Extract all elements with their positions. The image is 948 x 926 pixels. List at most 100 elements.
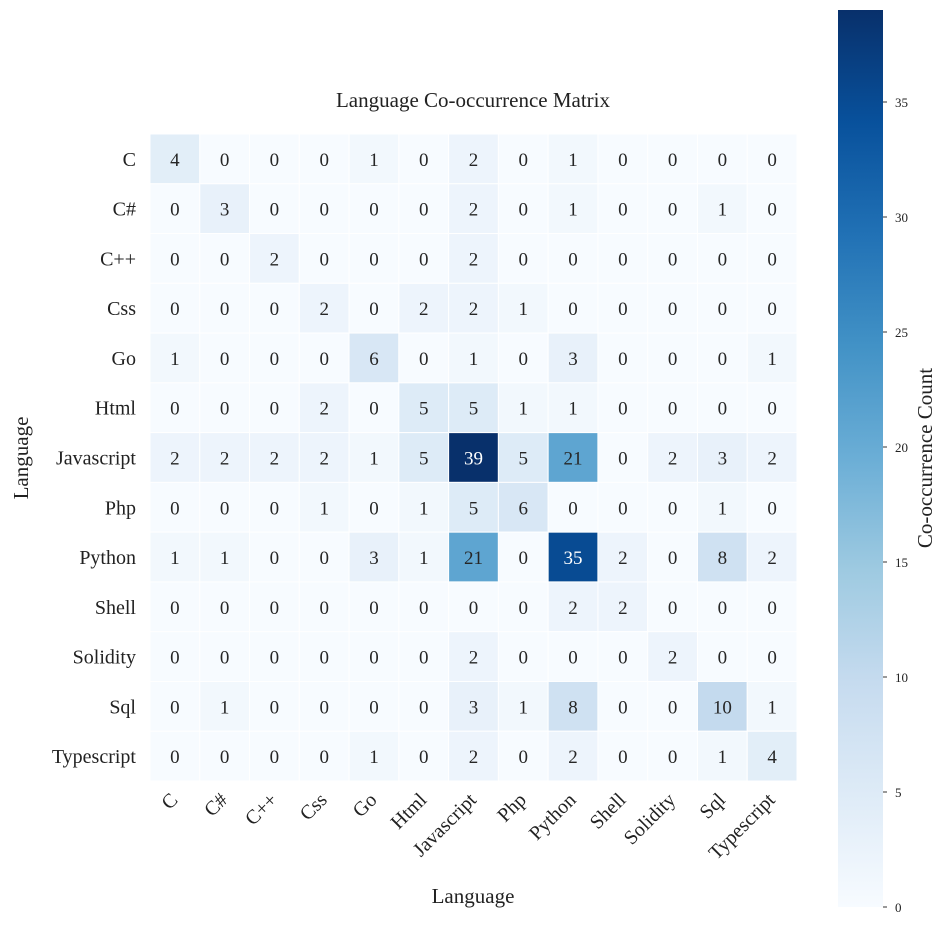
heatmap-cell [547, 581, 599, 633]
x-axis-label: Language [432, 884, 515, 908]
cell-value-label: 0 [519, 548, 529, 569]
cell-value-label: 0 [718, 598, 728, 619]
heatmap-cell [497, 481, 549, 533]
cell-value-label: 0 [668, 548, 678, 569]
cell-value-label: 1 [568, 150, 578, 171]
cell-value-label: 0 [568, 648, 578, 669]
cell-value-label: 1 [519, 697, 529, 718]
heatmap-cell [149, 432, 201, 483]
heatmap-cell [696, 581, 748, 633]
cell-value-label: 21 [564, 449, 583, 470]
cell-value-label: 5 [419, 399, 429, 420]
heatmap-cell [647, 233, 698, 284]
cell-value-label: 1 [568, 200, 578, 221]
cell-value-label: 0 [618, 349, 628, 370]
cell-value-label: 0 [170, 200, 180, 221]
cell-value-label: 0 [220, 498, 230, 519]
heatmap-cell [746, 282, 798, 334]
heatmap-cell [448, 332, 499, 384]
cell-value-label: 0 [270, 498, 280, 519]
cell-value-label: 0 [170, 648, 180, 669]
cell-value-label: 0 [767, 598, 777, 619]
x-tick-label: Html [387, 789, 432, 834]
heatmap-cell [448, 730, 499, 782]
cell-value-label: 0 [519, 200, 529, 221]
heatmap-cell [149, 531, 201, 583]
cell-value-label: 0 [767, 648, 777, 669]
heatmap-cell [398, 581, 450, 633]
y-tick-label: C# [113, 199, 136, 221]
cell-value-label: 0 [668, 349, 678, 370]
heatmap-cell [348, 382, 400, 434]
cell-value-label: 0 [220, 349, 230, 370]
heatmap-cell [199, 680, 251, 732]
heatmap-cell [298, 183, 350, 235]
heatmap-cell [199, 382, 251, 434]
cell-value-label: 0 [568, 249, 578, 270]
heatmap-cell [448, 581, 499, 633]
cell-value-label: 0 [170, 498, 180, 519]
heatmap-cell [348, 581, 400, 633]
heatmap-cell [448, 432, 499, 483]
cell-value-label: 0 [767, 200, 777, 221]
heatmap-cell [597, 382, 649, 434]
cell-value-label: 1 [220, 697, 230, 718]
colorbar-tick-label: 10 [895, 670, 908, 685]
cell-value-label: 0 [319, 200, 329, 221]
cell-value-label: 0 [469, 598, 479, 619]
cell-value-label: 0 [220, 598, 230, 619]
heatmap-cell [249, 581, 300, 633]
heatmap-cell [597, 432, 649, 483]
cell-value-label: 0 [369, 249, 379, 270]
heatmap-cell [249, 680, 300, 732]
cell-value-label: 0 [319, 249, 329, 270]
heatmap-cell [298, 531, 350, 583]
cell-value-label: 0 [419, 200, 429, 221]
cell-value-label: 1 [519, 299, 529, 320]
cell-value-label: 5 [519, 449, 529, 470]
cell-value-label: 2 [668, 449, 678, 470]
heatmap-cell [547, 282, 599, 334]
heatmap-cell [249, 531, 300, 583]
heatmap-cell [448, 680, 499, 732]
cell-value-label: 0 [270, 349, 280, 370]
heatmap-cell [298, 432, 350, 483]
heatmap-cell [348, 183, 400, 235]
heatmap-cell [497, 680, 549, 732]
cell-value-label: 0 [568, 498, 578, 519]
cell-value-label: 0 [170, 747, 180, 768]
cell-value-label: 0 [718, 299, 728, 320]
heatmap-cell [199, 332, 251, 384]
x-tick-label: Go [349, 789, 382, 822]
cell-value-label: 0 [220, 747, 230, 768]
heatmap-cell [199, 233, 251, 284]
cell-value-label: 0 [369, 399, 379, 420]
heatmap-cell [249, 282, 300, 334]
cell-value-label: 0 [319, 349, 329, 370]
cell-value-label: 1 [170, 349, 180, 370]
cell-value-label: 3 [369, 548, 379, 569]
cell-value-label: 0 [668, 697, 678, 718]
heatmap-cell [448, 183, 499, 235]
cell-value-label: 0 [419, 349, 429, 370]
cell-value-label: 0 [270, 548, 280, 569]
y-tick-label: Shell [95, 597, 137, 619]
cell-value-label: 0 [419, 648, 429, 669]
colorbar [838, 10, 883, 907]
x-tick-label: C++ [241, 789, 282, 830]
heatmap-cell [348, 631, 400, 682]
cell-value-label: 2 [270, 249, 280, 270]
y-tick-label: Css [107, 298, 136, 320]
cell-value-label: 0 [668, 150, 678, 171]
cell-value-label: 0 [220, 150, 230, 171]
cell-value-label: 0 [668, 399, 678, 420]
cell-value-label: 1 [220, 548, 230, 569]
heatmap-cell [249, 233, 300, 284]
cell-value-label: 0 [270, 598, 280, 619]
heatmap-cell [647, 432, 698, 483]
cell-value-label: 0 [270, 697, 280, 718]
cell-value-label: 2 [319, 399, 329, 420]
heatmap-cell [398, 432, 450, 483]
heatmap-cell [249, 133, 300, 185]
cell-value-label: 1 [170, 548, 180, 569]
